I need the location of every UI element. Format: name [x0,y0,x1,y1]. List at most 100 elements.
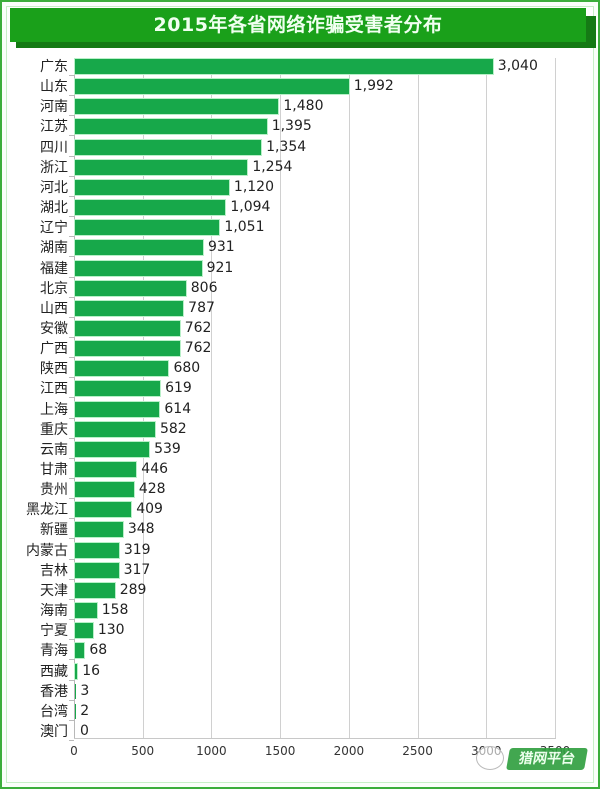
bar-row: 广东 3,040 [0,57,600,77]
bar [75,361,169,377]
bar-row: 广西 762 [0,339,600,359]
bar-row: 山西 787 [0,299,600,319]
value-label: 1,051 [224,219,265,236]
value-label: 428 [138,481,166,498]
category-label: 吉林 [40,562,68,579]
bar-row: 天津 289 [0,581,600,601]
category-label: 福建 [40,260,68,277]
bar [75,159,248,175]
y-tick [69,115,74,117]
category-label: 甘肃 [40,462,68,478]
bar-row: 青海 68 [0,641,600,661]
value-label: 16 [82,662,101,679]
bar-row: 河南 1,480 [0,97,600,117]
category-label: 香港 [40,683,68,700]
bar [75,542,119,558]
category-label: 黑龙江 [26,502,68,519]
bar [75,320,180,336]
category-label: 陕西 [40,361,68,378]
bar-row: 黑龙江 409 [0,500,600,520]
bar [75,139,262,155]
value-label: 680 [173,360,201,377]
bar-row: 吉林 317 [0,561,600,581]
y-tick [69,155,74,157]
bar-row: 甘肃 446 [0,460,600,480]
value-label: 787 [188,299,215,316]
y-tick [69,357,74,359]
category-label: 山西 [40,300,68,317]
value-label: 130 [97,622,125,639]
value-label: 931 [207,239,235,256]
y-tick [69,578,74,580]
bar-row: 宁夏 130 [0,621,600,641]
category-label: 河北 [40,179,68,196]
category-label: 安徽 [40,320,68,337]
bar [75,200,226,216]
value-label: 619 [165,380,192,397]
y-tick [69,699,74,701]
category-label: 澳门 [40,723,68,740]
bar-row: 陕西 680 [0,359,600,379]
category-label: 天津 [40,582,68,599]
bar-row: 海南 158 [0,601,600,621]
y-tick [69,558,74,560]
category-label: 上海 [40,401,68,418]
bar [75,462,137,477]
y-tick [69,236,74,238]
value-label: 921 [206,259,234,276]
y-tick [69,316,74,318]
value-label: 1,992 [353,78,394,95]
bar-row: 江西 619 [0,379,600,399]
bar-row: 新疆 348 [0,520,600,540]
bar-row: 四川 1,354 [0,138,600,158]
bar [75,582,115,598]
bar [75,220,220,236]
bar [75,603,97,619]
category-label: 云南 [40,441,68,458]
y-tick [69,276,74,278]
bar [75,179,229,195]
bar [75,502,132,518]
gridline [211,58,213,738]
bar-row: 内蒙古 319 [0,541,600,561]
bar-row: 西藏 16 [0,662,600,682]
value-label: 3 [80,682,90,699]
bar-row: 澳门 0 [0,722,600,742]
value-label: 2 [80,702,90,719]
value-label: 446 [141,461,169,477]
value-label: 1,480 [283,98,324,115]
bar-row: 江苏 1,395 [0,117,600,137]
y-tick [69,75,74,76]
chart-title: 2015年各省网络诈骗受害者分布 [10,8,586,42]
bar [75,623,93,639]
gridline [142,58,144,738]
y-tick [69,619,74,621]
x-tick-label: 2000 [333,744,365,758]
watermark: 猎网平台 [472,742,592,782]
value-label: 319 [123,541,151,558]
y-tick [69,377,74,379]
category-label: 河南 [40,99,68,116]
bar-row: 辽宁 1,051 [0,218,600,238]
value-label: 614 [164,400,192,417]
y-tick [69,457,74,459]
bar-row: 香港 3 [0,682,600,702]
value-label: 158 [101,602,129,619]
category-label: 台湾 [40,703,68,720]
value-label: 539 [154,440,181,457]
y-tick [69,417,74,419]
y-tick [69,95,74,97]
value-label: 3,040 [497,58,538,74]
bar-row: 云南 539 [0,440,600,460]
bar [75,441,150,457]
bar-row: 湖南 931 [0,238,600,258]
bar-row: 贵州 428 [0,480,600,500]
bar [75,562,119,578]
bar-row: 浙江 1,254 [0,158,600,178]
value-label: 762 [184,319,212,336]
x-tick-label: 2500 [402,744,433,758]
x-tick-label: 500 [131,744,155,758]
bar [75,119,267,135]
category-label: 贵州 [40,482,68,499]
